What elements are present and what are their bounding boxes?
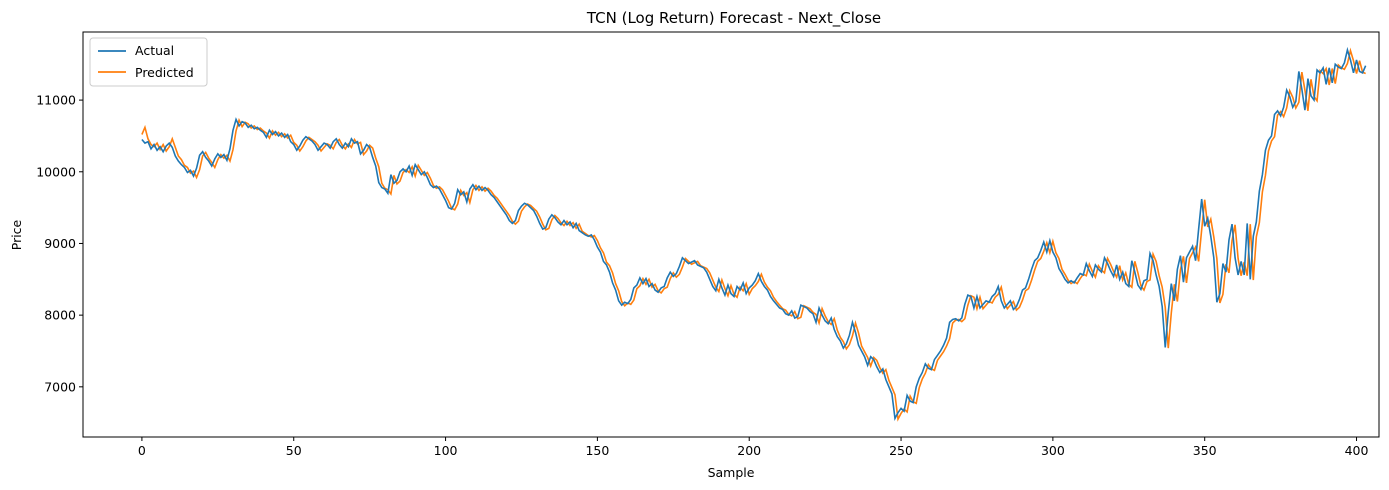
y-tick-label: 9000 bbox=[44, 236, 76, 251]
y-tick-label: 8000 bbox=[44, 308, 76, 323]
legend-label-actual: Actual bbox=[135, 43, 174, 58]
x-axis-ticks: 0 50 100 150 200 250 300 350 400 bbox=[138, 437, 1369, 458]
y-tick-label: 7000 bbox=[44, 379, 76, 394]
x-tick-label: 250 bbox=[889, 443, 913, 458]
y-tick-label: 11000 bbox=[36, 93, 76, 108]
y-axis-label: Price bbox=[9, 219, 24, 250]
x-tick-label: 0 bbox=[138, 443, 146, 458]
legend-box bbox=[89, 37, 208, 87]
chart-title: TCN (Log Return) Forecast - Next_Close bbox=[586, 9, 881, 28]
series-line-actual bbox=[141, 46, 1367, 421]
x-axis-label: Sample bbox=[708, 465, 755, 480]
y-tick-label: 10000 bbox=[36, 164, 76, 179]
legend-label-predicted: Predicted bbox=[135, 65, 194, 80]
x-tick-label: 400 bbox=[1345, 443, 1369, 458]
series-line-predicted bbox=[141, 47, 1366, 422]
plot-frame bbox=[82, 31, 1380, 438]
x-tick-label: 200 bbox=[737, 443, 761, 458]
x-tick-label: 100 bbox=[434, 443, 458, 458]
y-axis-ticks: 7000 8000 9000 10000 11000 bbox=[36, 93, 83, 394]
x-tick-label: 150 bbox=[585, 443, 609, 458]
x-tick-label: 50 bbox=[286, 443, 302, 458]
x-tick-label: 350 bbox=[1193, 443, 1217, 458]
plot-area: 0 50 100 150 200 250 300 350 400 7000 8000 9000 100… bbox=[36, 31, 1380, 458]
x-tick-label: 300 bbox=[1041, 443, 1065, 458]
legend: Actual Predicted bbox=[89, 37, 208, 87]
